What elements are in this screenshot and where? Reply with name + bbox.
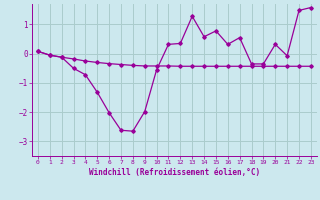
X-axis label: Windchill (Refroidissement éolien,°C): Windchill (Refroidissement éolien,°C) — [89, 168, 260, 177]
